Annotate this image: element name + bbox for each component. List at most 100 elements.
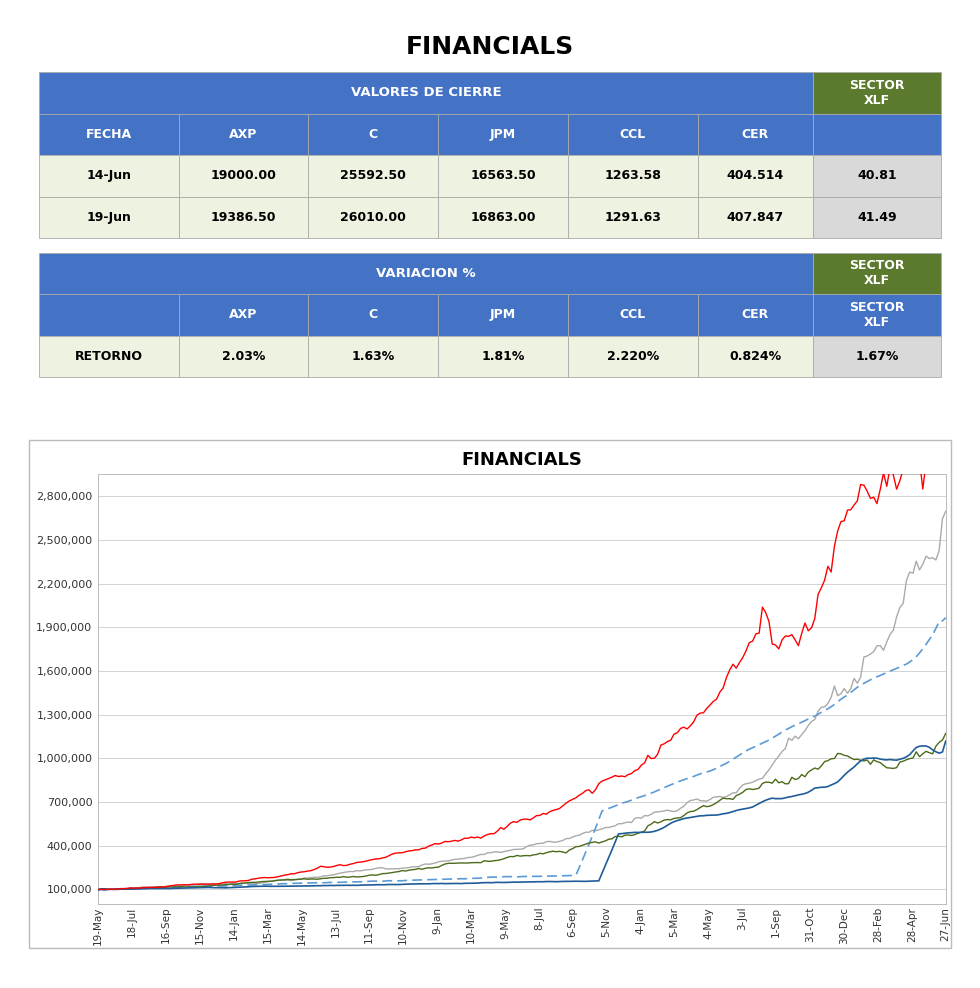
JPM — [776, 746, 788, 758]
AXP — [217, 877, 228, 889]
Bar — [39, 336, 178, 377]
Bar — [438, 336, 567, 377]
Bar — [438, 197, 567, 238]
CCL — [449, 877, 461, 889]
Bar — [309, 294, 438, 336]
Text: C: C — [368, 308, 377, 321]
C — [779, 778, 791, 789]
AXP — [197, 878, 209, 890]
JPM — [901, 574, 912, 586]
Line: CER: CER — [98, 618, 946, 890]
C — [197, 880, 209, 892]
Bar — [178, 155, 309, 197]
JPM — [194, 878, 206, 890]
Text: 19-Jun: 19-Jun — [86, 210, 131, 224]
Bar — [178, 114, 309, 155]
Bar — [813, 336, 941, 377]
Line: AXP: AXP — [98, 360, 946, 889]
Bar — [178, 336, 309, 377]
Text: CCL: CCL — [619, 127, 646, 141]
C — [92, 883, 104, 895]
Text: 2.03%: 2.03% — [221, 350, 266, 363]
Text: FINANCIALS: FINANCIALS — [406, 35, 574, 58]
Bar — [39, 114, 178, 155]
Bar — [39, 197, 178, 238]
C — [904, 753, 915, 765]
Bar — [813, 114, 941, 155]
Text: 1291.63: 1291.63 — [605, 210, 662, 224]
Bar — [698, 336, 813, 377]
Text: 1.81%: 1.81% — [481, 350, 524, 363]
Bar — [813, 294, 941, 336]
Text: 1.63%: 1.63% — [352, 350, 395, 363]
AXP — [449, 835, 461, 847]
Text: JPM: JPM — [490, 308, 516, 321]
Bar — [698, 294, 813, 336]
Text: C: C — [368, 127, 377, 141]
Text: 407.847: 407.847 — [727, 210, 784, 224]
CCL — [776, 792, 788, 804]
Text: 1263.58: 1263.58 — [605, 169, 662, 183]
CER — [776, 726, 788, 738]
Bar — [567, 336, 698, 377]
Bar — [813, 155, 941, 197]
Text: CER: CER — [742, 308, 769, 321]
Text: 25592.50: 25592.50 — [340, 169, 406, 183]
CER — [446, 873, 458, 885]
Text: 16563.50: 16563.50 — [470, 169, 536, 183]
Bar — [698, 155, 813, 197]
CER — [214, 880, 225, 892]
Text: VALORES DE CIERRE: VALORES DE CIERRE — [351, 86, 502, 100]
CCL — [214, 881, 225, 893]
Text: 404.514: 404.514 — [726, 169, 784, 183]
Line: C: C — [98, 733, 946, 889]
Text: SECTOR
XLF: SECTOR XLF — [849, 301, 905, 329]
CER — [194, 880, 206, 892]
Bar — [567, 197, 698, 238]
Bar — [438, 294, 567, 336]
Text: 1.67%: 1.67% — [856, 350, 899, 363]
Text: JPM: JPM — [490, 127, 516, 141]
Bar — [39, 72, 813, 114]
Text: CCL: CCL — [619, 308, 646, 321]
Text: 0.824%: 0.824% — [729, 350, 781, 363]
C — [449, 858, 461, 869]
Bar — [567, 155, 698, 197]
Text: RETORNO: RETORNO — [74, 350, 143, 363]
Text: 16863.00: 16863.00 — [470, 210, 536, 224]
CCL — [92, 884, 104, 896]
CER — [901, 658, 912, 670]
Bar — [178, 294, 309, 336]
Bar — [309, 336, 438, 377]
Bar — [698, 114, 813, 155]
Text: 2.220%: 2.220% — [607, 350, 659, 363]
CER — [940, 612, 952, 623]
Text: AXP: AXP — [229, 308, 258, 321]
CER — [449, 873, 461, 885]
AXP — [102, 883, 114, 895]
Bar — [309, 114, 438, 155]
Text: 40.81: 40.81 — [858, 169, 897, 183]
Bar — [39, 155, 178, 197]
Bar — [698, 197, 813, 238]
JPM — [92, 883, 104, 895]
Text: 19000.00: 19000.00 — [211, 169, 276, 183]
Bar — [813, 253, 941, 294]
Line: CCL: CCL — [98, 741, 946, 890]
Title: FINANCIALS: FINANCIALS — [462, 451, 582, 468]
JPM — [449, 854, 461, 865]
Text: AXP: AXP — [229, 127, 258, 141]
Text: SECTOR
XLF: SECTOR XLF — [849, 260, 905, 288]
AXP — [92, 883, 104, 895]
AXP — [940, 354, 952, 366]
Bar — [309, 155, 438, 197]
C — [452, 858, 464, 869]
Text: VARIACION %: VARIACION % — [376, 267, 476, 280]
Text: 26010.00: 26010.00 — [340, 210, 406, 224]
Bar — [309, 197, 438, 238]
JPM — [940, 505, 952, 517]
CCL — [940, 735, 952, 747]
JPM — [214, 878, 225, 890]
C — [99, 883, 111, 895]
Bar — [567, 114, 698, 155]
